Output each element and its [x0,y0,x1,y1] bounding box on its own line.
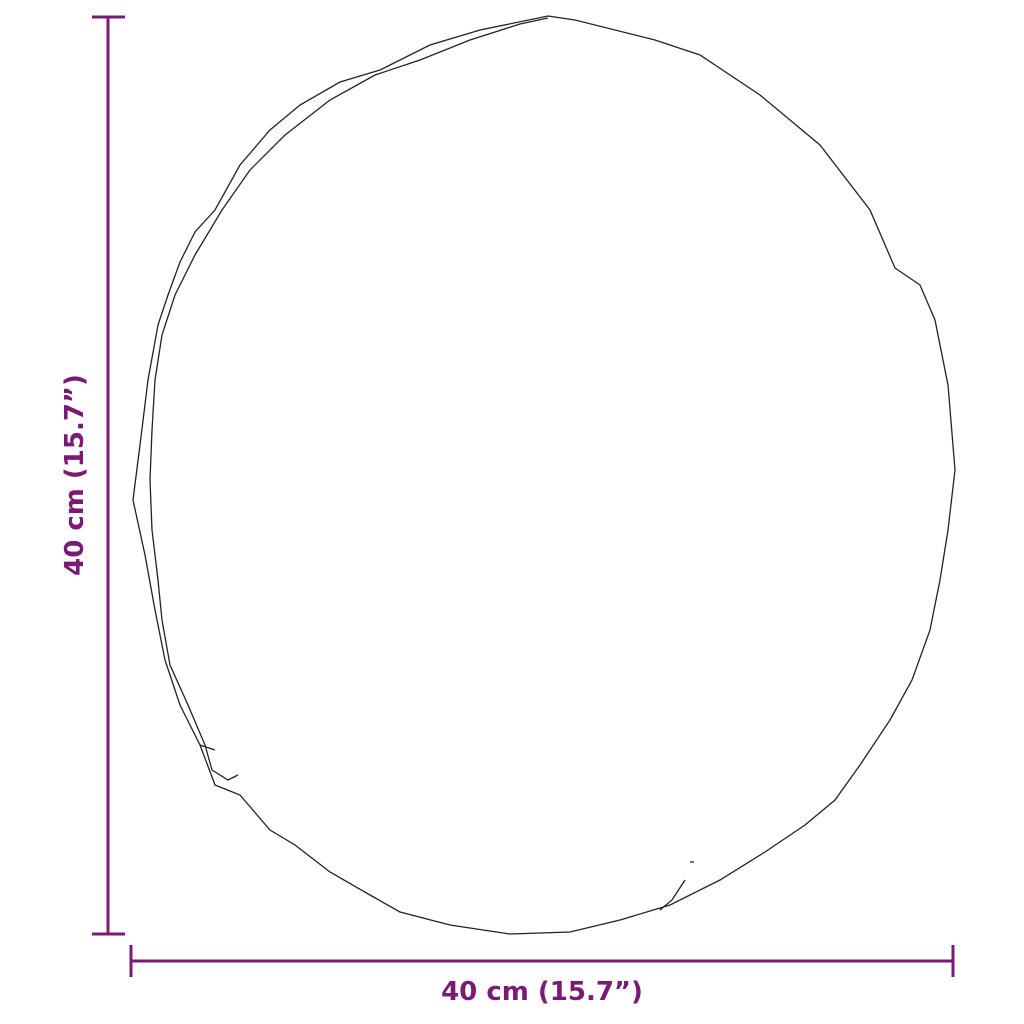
width-dimension-line [129,945,955,977]
width-label: 40 cm (15.7”) [441,977,643,1007]
height-label: 40 cm (15.7”) [60,374,90,576]
mirror-outline [132,15,956,935]
height-dimension-line [92,15,125,936]
